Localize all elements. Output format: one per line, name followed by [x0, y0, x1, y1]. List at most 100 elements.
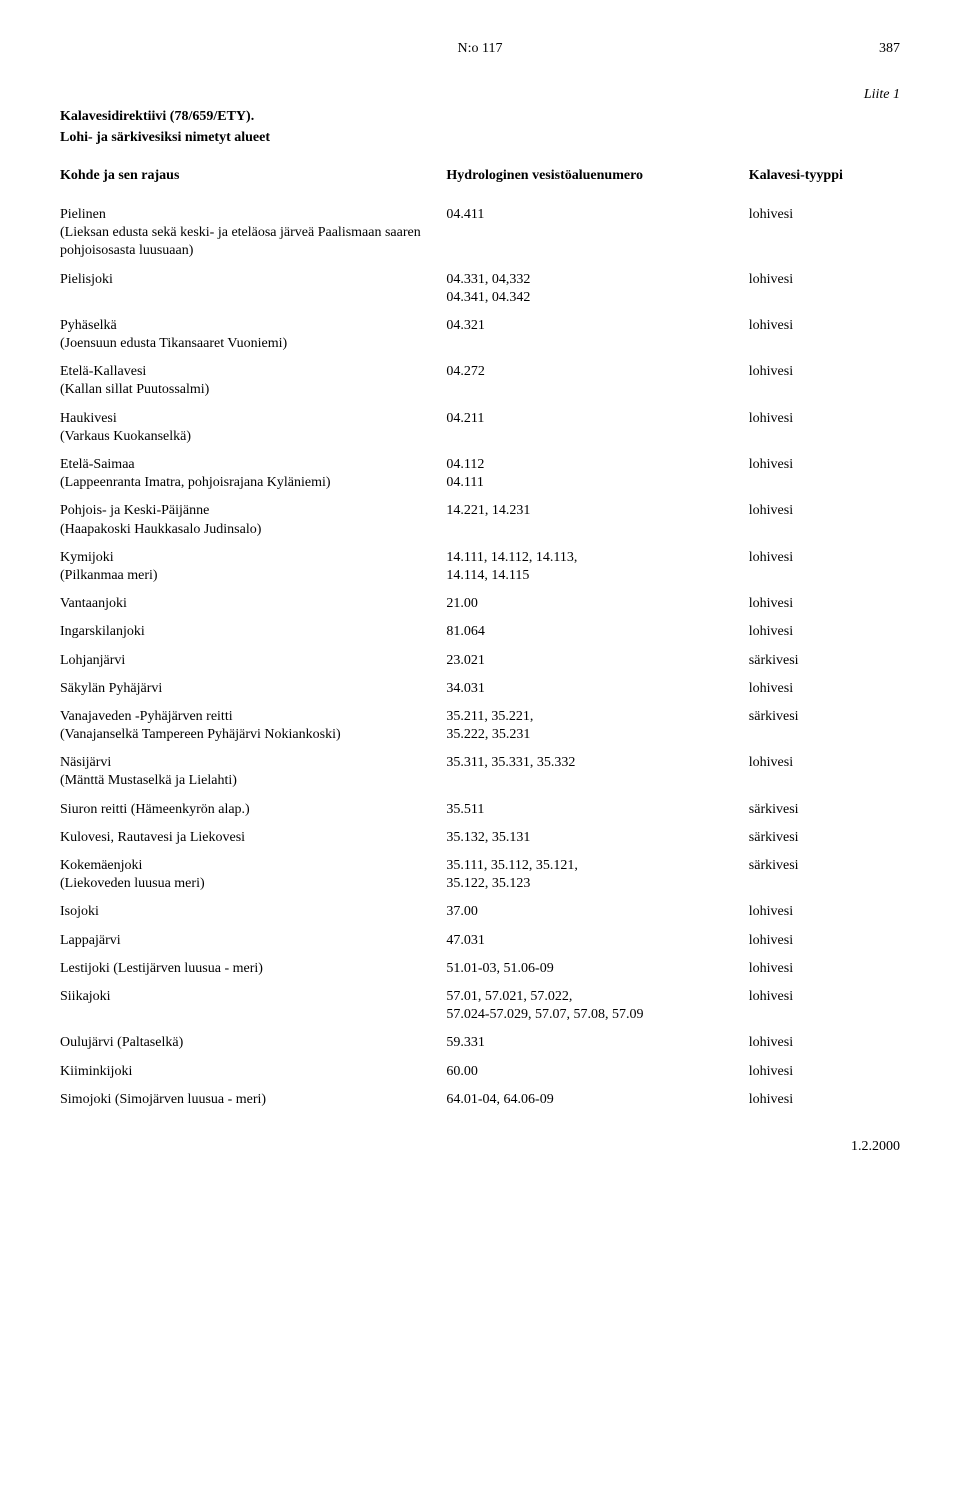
area-name-cell: Kulovesi, Rautavesi ja Liekovesi [60, 824, 446, 852]
hydrological-number-cell: 04.411 [446, 201, 748, 266]
area-name-cell: Säkylän Pyhäjärvi [60, 675, 446, 703]
table-row: Kulovesi, Rautavesi ja Liekovesi 35.132, … [60, 824, 900, 852]
hydrological-number-cell: 57.01, 57.021, 57.022,57.024-57.029, 57.… [446, 983, 748, 1029]
table-row: Etelä-Kallavesi(Kallan sillat Puutossalm… [60, 358, 900, 404]
hydrological-number-cell: 04.321 [446, 312, 748, 358]
area-name: Siikajoki [60, 989, 111, 1004]
hydrological-number-cell: 34.031 [446, 675, 748, 703]
area-name-cell: Etelä-Saimaa(Lappeenranta Imatra, pohjoi… [60, 451, 446, 497]
table-row: Pielinen(Lieksan edusta sekä keski- ja e… [60, 201, 900, 266]
table-row: Kokemäenjoki (Liekoveden luusua meri)35.1… [60, 852, 900, 898]
hydrological-number-cell: 60.00 [446, 1058, 748, 1086]
water-type-cell: lohivesi [749, 1058, 900, 1086]
area-subtext: (Varkaus Kuokanselkä) [60, 428, 446, 446]
area-name-cell: Kiiminkijoki [60, 1058, 446, 1086]
table-row: Pyhäselkä(Joensuun edusta Tikansaaret Vu… [60, 312, 900, 358]
water-type-cell: lohivesi [749, 358, 900, 404]
hydrological-number-cell: 21.00 [446, 590, 748, 618]
area-name-cell: Pohjois- ja Keski-Päijänne(Haapakoski Ha… [60, 497, 446, 543]
table-row: Lohjanjärvi 23.021särkivesi [60, 647, 900, 675]
area-name-cell: Lohjanjärvi [60, 647, 446, 675]
water-type-cell: lohivesi [749, 201, 900, 266]
area-name-cell: Oulujärvi (Paltaselkä) [60, 1029, 446, 1057]
hydrological-number-cell: 35.211, 35.221,35.222, 35.231 [446, 703, 748, 749]
area-name: Pielisjoki [60, 272, 113, 287]
area-subtext: (Liekoveden luusua meri) [60, 875, 446, 893]
col-header-kohde: Kohde ja sen rajaus [60, 167, 446, 185]
hydrological-number-cell: 35.111, 35.112, 35.121,35.122, 35.123 [446, 852, 748, 898]
area-name: Oulujärvi (Paltaselkä) [60, 1035, 183, 1050]
water-type-cell: lohivesi [749, 898, 900, 926]
col-header-numero: Hydrologinen vesistöaluenumero [446, 167, 748, 185]
area-subtext: (Vanajanselkä Tampereen Pyhäjärvi Nokian… [60, 726, 446, 744]
area-subtext: (Kallan sillat Puutossalmi) [60, 381, 446, 399]
table-row: Siikajoki 57.01, 57.021, 57.022,57.024-57… [60, 983, 900, 1029]
hydrological-number-cell: 35.311, 35.331, 35.332 [446, 749, 748, 795]
table-row: Lestijoki (Lestijärven luusua - meri) 51.… [60, 955, 900, 983]
table-row: Siuron reitti (Hämeenkyrön alap.) 35.511s… [60, 796, 900, 824]
area-name: Kulovesi, Rautavesi ja Liekovesi [60, 830, 245, 845]
area-name: Lohjanjärvi [60, 653, 125, 668]
area-name: Ingarskilanjoki [60, 624, 145, 639]
hydrological-number-cell: 37.00 [446, 898, 748, 926]
area-name-cell: Etelä-Kallavesi(Kallan sillat Puutossalm… [60, 358, 446, 404]
hydrological-number-cell: 51.01-03, 51.06-09 [446, 955, 748, 983]
area-name: Simojoki (Simojärven luusua - meri) [60, 1092, 266, 1107]
water-type-cell: särkivesi [749, 824, 900, 852]
table-row: Simojoki (Simojärven luusua - meri) 64.01… [60, 1086, 900, 1114]
area-name: Lestijoki (Lestijärven luusua - meri) [60, 961, 263, 976]
area-name-cell: Lestijoki (Lestijärven luusua - meri) [60, 955, 446, 983]
water-type-cell: särkivesi [749, 852, 900, 898]
hydrological-number-cell: 04.11204.111 [446, 451, 748, 497]
table-row: Pohjois- ja Keski-Päijänne(Haapakoski Ha… [60, 497, 900, 543]
area-subtext: (Lieksan edusta sekä keski- ja eteläosa … [60, 224, 446, 260]
hydrological-number-cell: 35.132, 35.131 [446, 824, 748, 852]
area-name-cell: Kymijoki(Pilkanmaa meri) [60, 544, 446, 590]
page-number: 387 [879, 40, 900, 58]
hydrological-number-cell: 14.221, 14.231 [446, 497, 748, 543]
hydrological-number-cell: 04.211 [446, 405, 748, 451]
area-name: Lappajärvi [60, 933, 121, 948]
water-type-cell: särkivesi [749, 796, 900, 824]
water-type-cell: lohivesi [749, 451, 900, 497]
water-type-cell: lohivesi [749, 675, 900, 703]
water-type-cell: lohivesi [749, 497, 900, 543]
area-name-cell: Haukivesi (Varkaus Kuokanselkä) [60, 405, 446, 451]
water-areas-table: Pielinen(Lieksan edusta sekä keski- ja e… [60, 201, 900, 1114]
area-name-cell: Lappajärvi [60, 927, 446, 955]
area-name: Siuron reitti (Hämeenkyrön alap.) [60, 802, 250, 817]
hydrological-number-cell: 47.031 [446, 927, 748, 955]
hydrological-number-cell: 64.01-04, 64.06-09 [446, 1086, 748, 1114]
water-type-cell: lohivesi [749, 405, 900, 451]
area-name: Haukivesi [60, 411, 117, 426]
hydrological-number-cell: 14.111, 14.112, 14.113,14.114, 14.115 [446, 544, 748, 590]
area-name: Kiiminkijoki [60, 1064, 132, 1079]
area-name: Säkylän Pyhäjärvi [60, 681, 162, 696]
area-name-cell: Pielisjoki [60, 266, 446, 312]
area-name: Kokemäenjoki [60, 858, 142, 873]
table-row: Kymijoki(Pilkanmaa meri)14.111, 14.112, … [60, 544, 900, 590]
table-row: Ingarskilanjoki81.064lohivesi [60, 618, 900, 646]
table-row: Etelä-Saimaa(Lappeenranta Imatra, pohjoi… [60, 451, 900, 497]
column-headers: Kohde ja sen rajaus Hydrologinen vesistö… [60, 167, 900, 185]
area-name: Vanajaveden -Pyhäjärven reitti [60, 709, 233, 724]
directive-title: Kalavesidirektiivi (78/659/ETY). [60, 108, 900, 126]
area-name-cell: Näsijärvi(Mänttä Mustaselkä ja Lielahti) [60, 749, 446, 795]
hydrological-number-cell: 04.272 [446, 358, 748, 404]
table-row: Isojoki37.00lohivesi [60, 898, 900, 926]
table-row: Näsijärvi(Mänttä Mustaselkä ja Lielahti)… [60, 749, 900, 795]
area-subtext: (Lappeenranta Imatra, pohjoisrajana Kylä… [60, 474, 446, 492]
footer-date: 1.2.2000 [60, 1138, 900, 1156]
table-row: Haukivesi (Varkaus Kuokanselkä)04.211lohi… [60, 405, 900, 451]
hydrological-number-cell: 35.511 [446, 796, 748, 824]
table-row: Lappajärvi47.031lohivesi [60, 927, 900, 955]
area-name: Kymijoki [60, 550, 114, 565]
area-name-cell: Vanajaveden -Pyhäjärven reitti (Vanajanse… [60, 703, 446, 749]
hydrological-number-cell: 23.021 [446, 647, 748, 675]
area-name-cell: Siikajoki [60, 983, 446, 1029]
area-name-cell: Kokemäenjoki (Liekoveden luusua meri) [60, 852, 446, 898]
water-type-cell: särkivesi [749, 647, 900, 675]
area-name: Näsijärvi [60, 755, 111, 770]
doc-number: N:o 117 [458, 40, 503, 58]
area-name-cell: Isojoki [60, 898, 446, 926]
